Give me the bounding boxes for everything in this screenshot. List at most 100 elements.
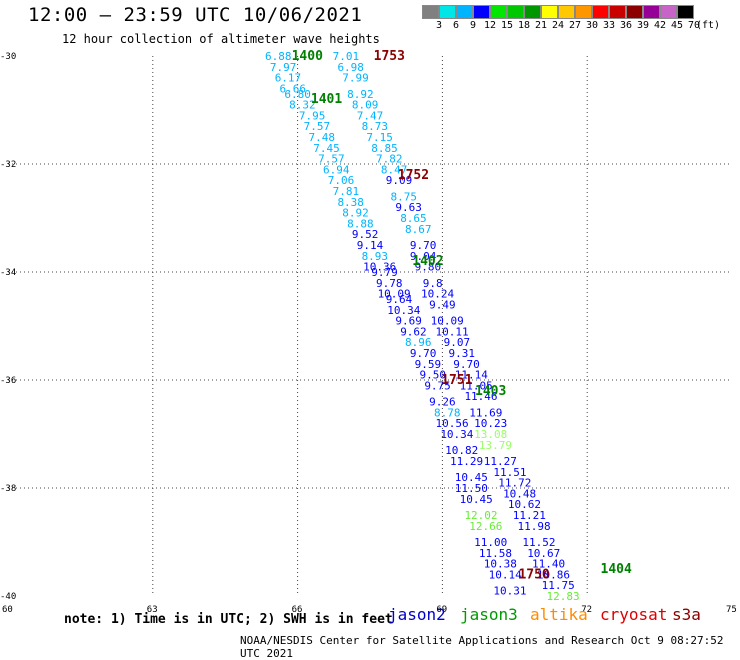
pass-time-label: 1400 (292, 49, 323, 64)
wave-height-value: 7.57 (318, 153, 345, 166)
latitude-tick-label: -34 (0, 268, 16, 278)
scale-swatch (592, 5, 609, 19)
scale-label: 18 (517, 20, 531, 31)
wave-height-value: 10.82 (445, 444, 478, 457)
scale-label: 70 (687, 20, 701, 31)
pass-time-label: 1404 (601, 562, 632, 577)
wave-height-value: 8.73 (362, 120, 389, 133)
wave-height-value: 12.83 (547, 590, 580, 603)
wave-height-value: 12.66 (469, 520, 502, 533)
wave-height-value: 12.02 (464, 509, 497, 522)
wave-height-value: 8.09 (352, 99, 379, 112)
wave-height-value: 11.05 (460, 379, 493, 392)
latitude-tick-label: -36 (0, 376, 16, 386)
scale-swatch (524, 5, 541, 19)
wave-height-value: 8.32 (289, 99, 316, 112)
legend-s3a: s3a (672, 605, 701, 624)
wave-height-value: 9.62 (400, 325, 427, 338)
scale-swatch (507, 5, 524, 19)
scale-label: 3 (435, 20, 443, 31)
wave-height-value: 7.97 (270, 61, 297, 74)
wave-height-value: 9.79 (371, 266, 398, 279)
wave-height-value: 6.88 (265, 50, 292, 63)
scale-swatch (541, 5, 558, 19)
wave-height-value: 6.80 (284, 88, 311, 101)
pass-time-label: 1401 (311, 92, 342, 107)
wave-height-value: 11.46 (464, 390, 497, 403)
wave-height-value: 8.92 (342, 207, 369, 220)
wave-height-value: 11.14 (455, 369, 488, 382)
wave-height-value: 11.29 (450, 455, 483, 468)
legend-jason3: jason3 (460, 605, 518, 624)
map-note: note: 1) Time is in UTC; 2) SWH is in fe… (64, 612, 393, 627)
pass-time-label: 1752 (398, 168, 429, 183)
wave-height-value: 10.11 (435, 325, 468, 338)
scale-swatch (643, 5, 660, 19)
wave-height-value: 10.36 (363, 261, 396, 274)
wave-height-value: 9.75 (424, 379, 451, 392)
wave-height-value: 10.56 (435, 417, 468, 430)
wave-height-value: 8.92 (347, 88, 374, 101)
wave-height-value: 11.00 (474, 536, 507, 549)
wave-height-value: 9.70 (410, 347, 437, 360)
wave-height-value: 10.09 (431, 315, 464, 328)
wave-height-value: 9.80 (415, 261, 442, 274)
wave-height-value: 9.59 (415, 358, 442, 371)
wave-height-value: 6.94 (323, 163, 350, 176)
color-scale-labels: 3 6 9 12 15 18 21 24 27 30 33 36 39 42 45 70 (ft) (422, 19, 720, 31)
latitude-tick-label: -38 (0, 484, 16, 494)
latitude-tick-label: -40 (0, 592, 16, 602)
wave-height-value: 11.52 (522, 536, 555, 549)
wave-height-value: 11.27 (484, 455, 517, 468)
footer-credit: NOAA/NESDIS Center for Satellite Applica… (240, 634, 724, 660)
wave-height-value: 9.8 (423, 277, 443, 290)
map-subtitle: 12 hour collection of altimeter wave hei… (62, 32, 380, 46)
wave-height-value: 9.63 (395, 201, 422, 214)
scale-label: 36 (619, 20, 633, 31)
scale-swatch (626, 5, 643, 19)
wave-height-value: 10.14 (489, 568, 522, 581)
wave-height-value: 7.99 (342, 72, 369, 85)
wave-height-value: 7.82 (376, 153, 403, 166)
wave-height-value: 10.86 (537, 568, 570, 581)
wave-height-labels: 6.887.976.176.666.808.327.957.577.487.45… (265, 50, 580, 603)
wave-height-value: 7.45 (313, 142, 340, 155)
wave-height-value: 6.17 (275, 72, 302, 85)
wave-height-value: 8.38 (337, 196, 364, 209)
scale-label: 15 (500, 20, 514, 31)
wave-height-value: 8.47 (381, 163, 408, 176)
pass-time-label: 1403 (475, 384, 506, 399)
axis-labels: 60 63 66 69 72 75 -30 -32 -34 -36 -38 -40 (0, 52, 737, 615)
wave-height-value: 10.67 (527, 547, 560, 560)
wave-height-value: 10.31 (493, 585, 526, 598)
wave-height-value: 9.31 (448, 347, 475, 360)
scale-label: 30 (585, 20, 599, 31)
scale-label: 45 (670, 20, 684, 31)
wave-height-value: 9.07 (444, 336, 471, 349)
longitude-tick-label: 63 (147, 605, 158, 615)
wave-height-value: 11.72 (498, 477, 531, 490)
wave-height-value: 10.45 (460, 493, 493, 506)
wave-height-value: 11.40 (532, 558, 565, 571)
lat-lon-grid (8, 56, 732, 596)
wave-height-value: 9.14 (357, 239, 384, 252)
wave-height-value: 9.69 (395, 315, 422, 328)
wave-height-value: 6.66 (280, 82, 307, 95)
scale-label: 9 (469, 20, 477, 31)
scale-swatch (677, 5, 694, 19)
legend-altika: altika (530, 605, 588, 624)
map-title: 12:00 – 23:59 UTC 10/06/2021 (28, 4, 363, 26)
wave-height-value: 9.04 (410, 250, 437, 263)
pass-time-label: 1750 (518, 567, 549, 582)
scale-label: 42 (653, 20, 667, 31)
wave-height-value: 9.70 (410, 239, 437, 252)
wave-height-value: 10.34 (440, 428, 473, 441)
wave-height-value: 10.48 (503, 487, 536, 500)
scale-label: 27 (568, 20, 582, 31)
wave-height-value: 9.50 (419, 369, 446, 382)
wave-height-value: 11.69 (469, 406, 502, 419)
wave-height-value: 11.98 (518, 520, 551, 533)
wave-height-value: 9.52 (352, 228, 379, 241)
wave-height-value: 7.06 (328, 174, 355, 187)
